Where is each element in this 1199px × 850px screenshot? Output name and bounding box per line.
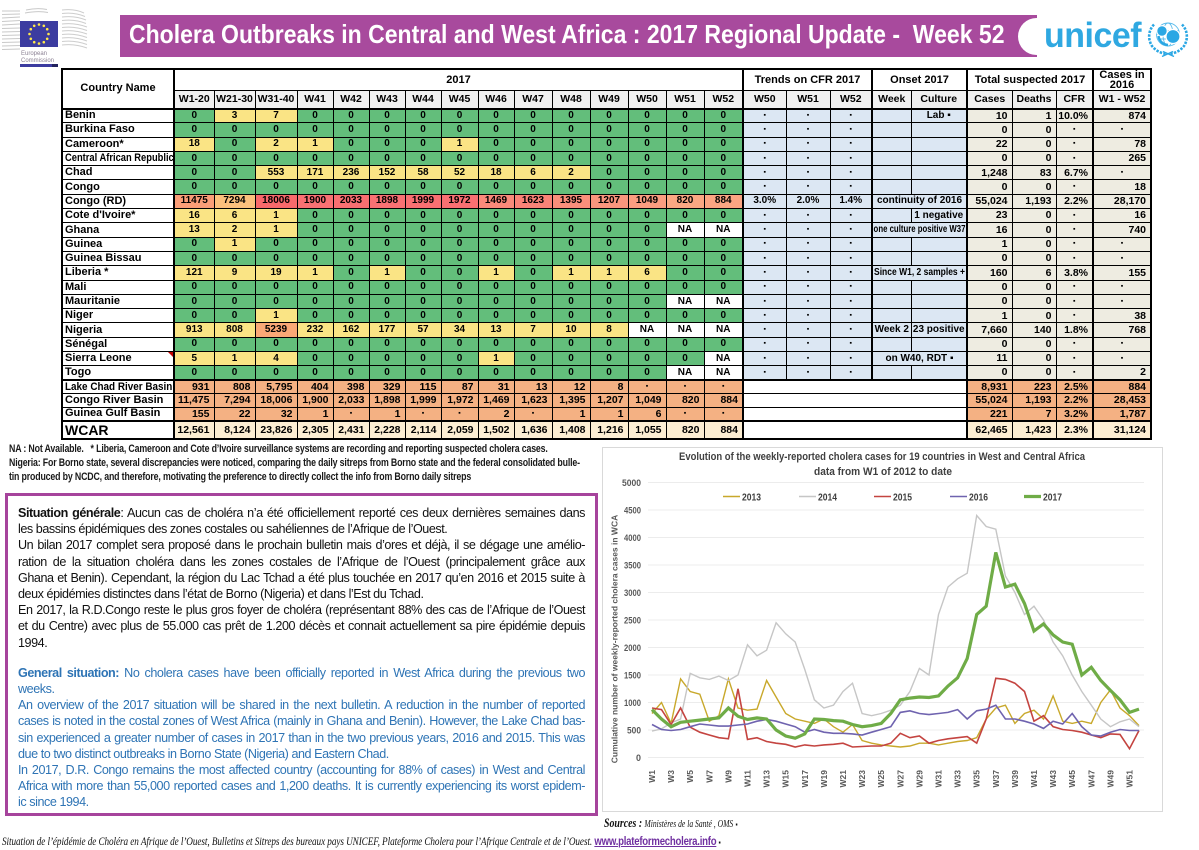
svg-text:W1: W1: [647, 770, 657, 783]
svg-text:0: 0: [636, 753, 641, 764]
svg-text:Commission: Commission: [21, 58, 54, 64]
svg-text:W5: W5: [685, 770, 695, 783]
svg-text:W45: W45: [1067, 770, 1077, 788]
svg-text:W35: W35: [972, 770, 982, 788]
svg-text:W25: W25: [876, 770, 886, 788]
svg-text:W3: W3: [666, 770, 676, 783]
svg-text:W9: W9: [723, 770, 733, 783]
svg-text:W11: W11: [743, 770, 753, 787]
svg-text:2013: 2013: [742, 492, 761, 504]
svg-text:W15: W15: [781, 770, 791, 788]
svg-text:4000: 4000: [624, 533, 641, 544]
svg-text:W41: W41: [1029, 770, 1039, 788]
svg-text:W23: W23: [857, 770, 867, 788]
svg-text:W37: W37: [991, 770, 1001, 788]
svg-text:W19: W19: [819, 770, 829, 788]
svg-text:3500: 3500: [624, 560, 641, 571]
svg-text:4500: 4500: [624, 505, 641, 516]
svg-text:Cumulative number of weekly-re: Cumulative number of weekly-reported cho…: [610, 515, 620, 763]
svg-text:W51: W51: [1125, 770, 1135, 788]
svg-text:W33: W33: [953, 770, 963, 788]
svg-text:1000: 1000: [624, 698, 641, 709]
svg-text:data from W1 of 2012 to date: data from W1 of 2012 to date: [814, 466, 952, 478]
svg-text:2016: 2016: [969, 492, 988, 504]
svg-text:2015: 2015: [893, 492, 912, 504]
svg-text:Evolution of the weekly-report: Evolution of the weekly-reported cholera…: [679, 451, 1086, 463]
svg-text:2017: 2017: [1043, 492, 1062, 504]
svg-text:W7: W7: [704, 770, 714, 783]
svg-text:W31: W31: [934, 770, 944, 788]
svg-text:1500: 1500: [624, 670, 641, 681]
svg-text:W29: W29: [914, 770, 924, 788]
svg-text:3000: 3000: [624, 588, 641, 599]
svg-text:2500: 2500: [624, 615, 641, 626]
svg-text:2014: 2014: [818, 492, 837, 504]
svg-text:European: European: [21, 51, 47, 57]
svg-text:W49: W49: [1105, 770, 1115, 788]
svg-text:W17: W17: [800, 770, 810, 788]
svg-text:5000: 5000: [622, 478, 641, 489]
svg-text:W27: W27: [895, 770, 905, 788]
svg-text:W43: W43: [1048, 770, 1058, 788]
svg-text:W47: W47: [1086, 770, 1096, 788]
svg-text:500: 500: [627, 725, 641, 736]
svg-text:W39: W39: [1010, 770, 1020, 788]
svg-text:W21: W21: [838, 770, 848, 788]
svg-text:W13: W13: [762, 770, 772, 788]
svg-text:2000: 2000: [624, 643, 641, 654]
